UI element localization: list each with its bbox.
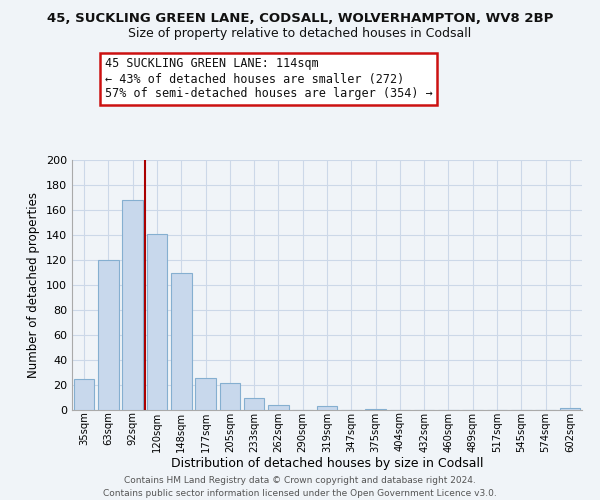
Bar bbox=[98, 260, 119, 410]
Bar bbox=[317, 406, 337, 410]
X-axis label: Distribution of detached houses by size in Codsall: Distribution of detached houses by size … bbox=[171, 458, 483, 470]
Bar bbox=[365, 409, 386, 410]
Bar bbox=[146, 234, 167, 410]
Bar bbox=[122, 200, 143, 410]
Bar bbox=[560, 408, 580, 410]
Text: 45, SUCKLING GREEN LANE, CODSALL, WOLVERHAMPTON, WV8 2BP: 45, SUCKLING GREEN LANE, CODSALL, WOLVER… bbox=[47, 12, 553, 26]
Bar bbox=[220, 382, 240, 410]
Text: 45 SUCKLING GREEN LANE: 114sqm
← 43% of detached houses are smaller (272)
57% of: 45 SUCKLING GREEN LANE: 114sqm ← 43% of … bbox=[105, 58, 433, 100]
Bar bbox=[268, 405, 289, 410]
Text: Contains HM Land Registry data © Crown copyright and database right 2024.
Contai: Contains HM Land Registry data © Crown c… bbox=[103, 476, 497, 498]
Text: Size of property relative to detached houses in Codsall: Size of property relative to detached ho… bbox=[128, 28, 472, 40]
Y-axis label: Number of detached properties: Number of detached properties bbox=[28, 192, 40, 378]
Bar bbox=[171, 272, 191, 410]
Bar bbox=[244, 398, 265, 410]
Bar bbox=[195, 378, 216, 410]
Bar bbox=[74, 379, 94, 410]
